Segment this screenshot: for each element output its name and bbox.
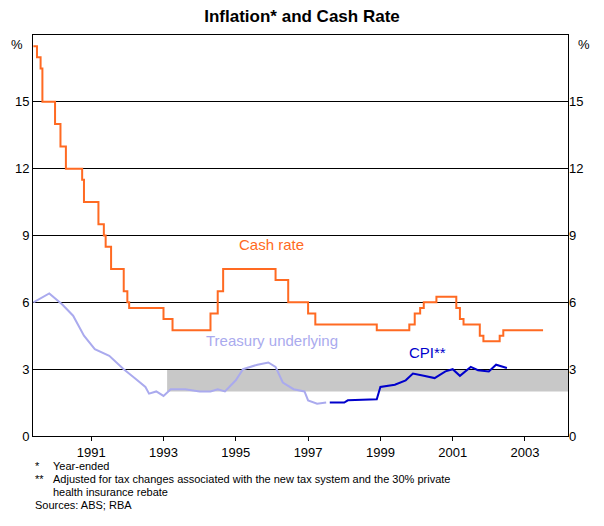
svg-text:Year-ended: Year-ended [53, 460, 109, 472]
svg-text:%: % [11, 37, 23, 52]
svg-text:Cash rate: Cash rate [239, 236, 304, 253]
svg-text:9: 9 [569, 228, 576, 243]
svg-text:12: 12 [15, 161, 29, 176]
svg-text:health insurance rebate: health insurance rebate [53, 486, 168, 498]
svg-text:2003: 2003 [511, 445, 540, 460]
svg-text:1995: 1995 [221, 445, 250, 460]
svg-text:6: 6 [569, 295, 576, 310]
svg-text:3: 3 [569, 362, 576, 377]
svg-text:CPI**: CPI** [409, 344, 446, 361]
svg-text:1999: 1999 [366, 445, 395, 460]
svg-text:15: 15 [569, 94, 583, 109]
svg-text:12: 12 [569, 161, 583, 176]
svg-text:Sources: ABS; RBA: Sources: ABS; RBA [35, 499, 132, 511]
svg-text:**: ** [35, 473, 44, 485]
svg-text:6: 6 [22, 295, 29, 310]
svg-text:1993: 1993 [149, 445, 178, 460]
svg-text:0: 0 [22, 429, 29, 444]
svg-text:*: * [35, 460, 40, 472]
svg-text:Adjusted for tax changes assoc: Adjusted for tax changes associated with… [53, 473, 450, 485]
svg-text:Treasury underlying: Treasury underlying [206, 332, 338, 349]
svg-text:2001: 2001 [438, 445, 467, 460]
svg-text:%: % [578, 37, 590, 52]
svg-text:1997: 1997 [294, 445, 323, 460]
svg-text:9: 9 [22, 228, 29, 243]
svg-text:3: 3 [22, 362, 29, 377]
svg-text:1991: 1991 [77, 445, 106, 460]
svg-text:Inflation* and Cash Rate: Inflation* and Cash Rate [204, 7, 400, 26]
svg-text:15: 15 [15, 94, 29, 109]
svg-text:0: 0 [569, 429, 576, 444]
